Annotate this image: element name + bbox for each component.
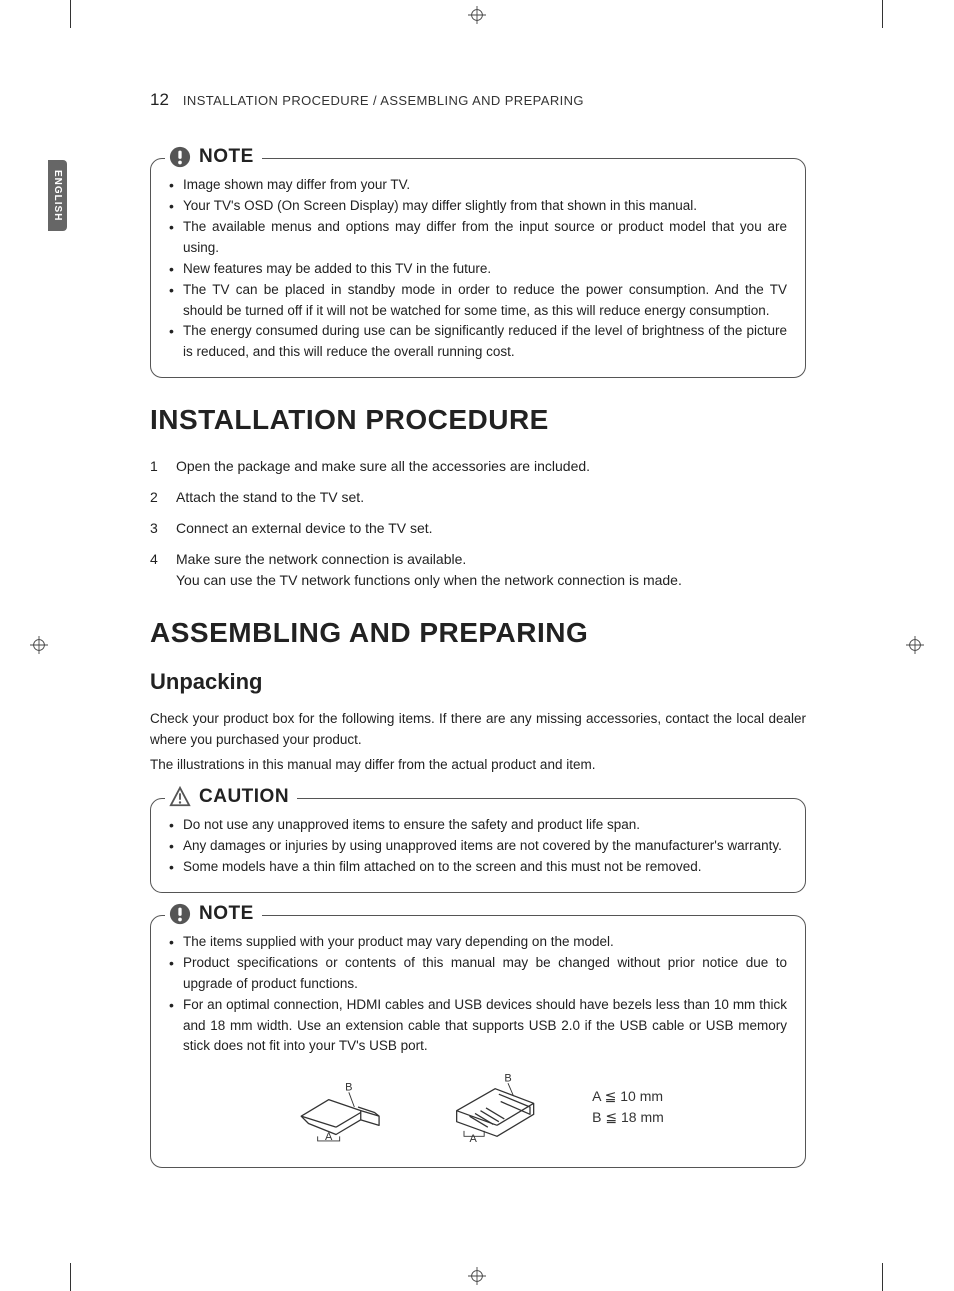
step-continuation: You can use the TV network functions onl… xyxy=(176,570,806,591)
dimension-legend: A ≦ 10 mm B ≦ 18 mm xyxy=(592,1086,664,1128)
note-icon xyxy=(169,146,191,168)
note-item: Image shown may differ from your TV. xyxy=(169,175,787,196)
step-item: Open the package and make sure all the a… xyxy=(150,456,806,477)
step-text: Attach the stand to the TV set. xyxy=(176,489,364,505)
unpacking-heading: Unpacking xyxy=(150,669,806,695)
language-tab: ENGLISH xyxy=(48,160,67,231)
step-item: Connect an external device to the TV set… xyxy=(150,518,806,539)
caution-icon xyxy=(169,786,191,808)
caution-title: CAUTION xyxy=(165,786,297,808)
note-item: The available menus and options may diff… xyxy=(169,217,787,259)
page-header: 12 INSTALLATION PROCEDURE / ASSEMBLING A… xyxy=(150,90,806,110)
unpacking-paragraph: The illustrations in this manual may dif… xyxy=(150,755,806,776)
crop-mark xyxy=(882,1263,883,1291)
crop-mark xyxy=(70,1263,71,1291)
hdmi-connector-diagram: B A xyxy=(292,1067,402,1147)
note-callout: NOTE Image shown may differ from your TV… xyxy=(150,158,806,378)
note-item: New features may be added to this TV in … xyxy=(169,259,787,280)
step-text: Connect an external device to the TV set… xyxy=(176,520,433,536)
diagram-label-b: B xyxy=(345,1082,352,1094)
usb-connector-diagram: B A xyxy=(442,1067,552,1147)
registration-mark-icon xyxy=(906,636,924,654)
dimension-b: B ≦ 18 mm xyxy=(592,1107,664,1128)
note-item: The items supplied with your product may… xyxy=(169,932,787,953)
diagram-label-b: B xyxy=(505,1073,512,1085)
section-installation-procedure: INSTALLATION PROCEDURE xyxy=(150,404,806,436)
diagram-label-a: A xyxy=(470,1133,478,1145)
caution-item: Some models have a thin film attached on… xyxy=(169,857,787,878)
caution-item: Any damages or injuries by using unappro… xyxy=(169,836,787,857)
page-content: 12 INSTALLATION PROCEDURE / ASSEMBLING A… xyxy=(70,40,882,1240)
registration-mark-icon xyxy=(30,636,48,654)
note-icon xyxy=(169,903,191,925)
note-label: NOTE xyxy=(199,146,254,168)
crop-mark xyxy=(882,0,883,28)
crop-mark xyxy=(70,0,71,28)
section-assembling-preparing: ASSEMBLING AND PREPARING xyxy=(150,617,806,649)
step-item: Make sure the network connection is avai… xyxy=(150,549,806,591)
page-number: 12 xyxy=(150,90,169,110)
note-item: The energy consumed during use can be si… xyxy=(169,321,787,363)
header-title: INSTALLATION PROCEDURE / ASSEMBLING AND … xyxy=(183,93,584,108)
registration-mark-icon xyxy=(468,1267,486,1285)
step-text: Open the package and make sure all the a… xyxy=(176,458,590,474)
registration-mark-icon xyxy=(468,6,486,24)
caution-label: CAUTION xyxy=(199,786,289,808)
installation-steps: Open the package and make sure all the a… xyxy=(150,456,806,591)
caution-callout: CAUTION Do not use any unapproved items … xyxy=(150,798,806,893)
unpacking-paragraph: Check your product box for the following… xyxy=(150,709,806,751)
note-item: Product specifications or contents of th… xyxy=(169,953,787,995)
note-item: The TV can be placed in standby mode in … xyxy=(169,280,787,322)
connector-diagram-row: B A B xyxy=(169,1067,787,1147)
step-text: Make sure the network connection is avai… xyxy=(176,551,466,567)
dimension-a: A ≦ 10 mm xyxy=(592,1086,664,1107)
note-callout: NOTE The items supplied with your produc… xyxy=(150,915,806,1169)
note-label: NOTE xyxy=(199,903,254,925)
step-item: Attach the stand to the TV set. xyxy=(150,487,806,508)
note-item: Your TV's OSD (On Screen Display) may di… xyxy=(169,196,787,217)
diagram-label-a: A xyxy=(325,1131,333,1143)
note-item: For an optimal connection, HDMI cables a… xyxy=(169,995,787,1058)
caution-item: Do not use any unapproved items to ensur… xyxy=(169,815,787,836)
note-title: NOTE xyxy=(165,146,262,168)
note-title: NOTE xyxy=(165,903,262,925)
